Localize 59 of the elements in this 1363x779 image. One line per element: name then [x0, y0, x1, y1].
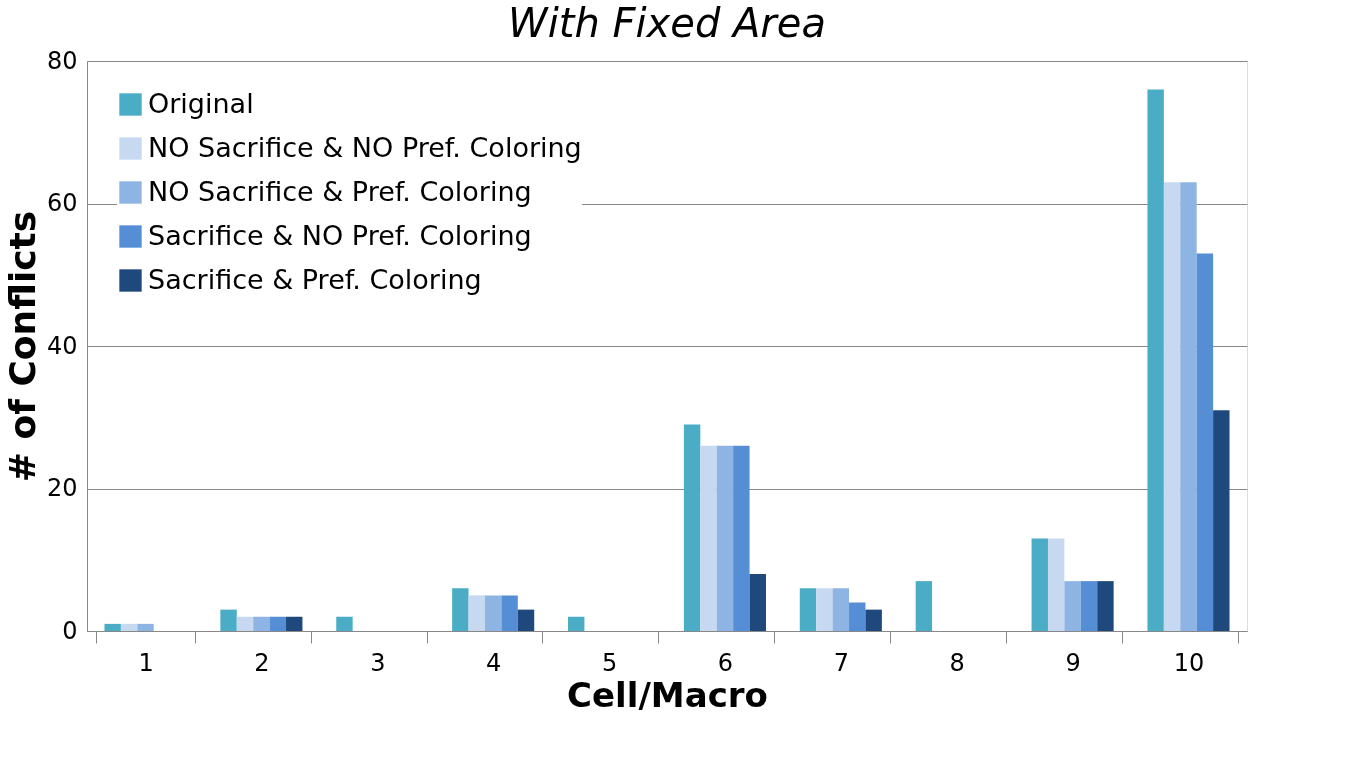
- bar: [1163, 182, 1181, 631]
- bar: [1213, 410, 1230, 631]
- bar: [915, 581, 933, 631]
- legend-label: Original: [148, 87, 254, 119]
- y-tick-label: 20: [46, 474, 78, 502]
- bar: [733, 445, 750, 631]
- bar: [832, 588, 850, 631]
- bar: [799, 588, 817, 631]
- bar: [1097, 581, 1114, 631]
- y-tick-label: 80: [46, 46, 78, 75]
- bar: [1147, 89, 1164, 631]
- bar: [1031, 538, 1048, 631]
- x-tick-label: 2: [254, 648, 270, 677]
- bar: [104, 623, 121, 631]
- bar: [716, 445, 734, 631]
- bar: [484, 595, 502, 631]
- bar: [501, 595, 518, 631]
- chart-title: With Fixed Area: [508, 0, 826, 46]
- y-tick-label: 60: [46, 189, 78, 217]
- bar: [1196, 253, 1214, 631]
- bar: [816, 588, 833, 631]
- bar: [1180, 182, 1197, 631]
- y-tick-label: 0: [62, 616, 78, 645]
- bar: [336, 616, 353, 631]
- legend-label: Sacrifice & NO Pref. Coloring: [148, 219, 532, 251]
- bar: [865, 609, 882, 631]
- bar: [452, 588, 469, 631]
- bar: [849, 602, 866, 631]
- bar: [749, 574, 766, 631]
- legend-label: Sacrifice & Pref. Coloring: [148, 263, 482, 295]
- x-tick-label: 8: [949, 648, 965, 677]
- y-axis-title: # of Conflicts: [1, 210, 43, 483]
- bar: [517, 609, 535, 631]
- bar: [120, 623, 138, 631]
- bar: [568, 616, 585, 631]
- bar: [236, 616, 254, 631]
- bar: [1064, 581, 1081, 631]
- x-tick-label: 3: [370, 648, 386, 677]
- y-tick-label: 40: [46, 331, 78, 360]
- bar: [683, 424, 701, 631]
- bar: [1080, 581, 1098, 631]
- legend-label: NO Sacrifice & NO Pref. Coloring: [148, 131, 582, 163]
- bar: [286, 616, 303, 631]
- bar: [468, 595, 485, 631]
- bar: [253, 616, 270, 631]
- bar: [220, 609, 237, 631]
- x-tick-label: 10: [1173, 648, 1205, 677]
- legend-label: NO Sacrifice & Pref. Coloring: [148, 175, 532, 207]
- x-tick-label: 4: [486, 648, 502, 677]
- x-tick-label: 5: [601, 648, 618, 677]
- bar: [1047, 538, 1065, 631]
- x-tick-label: 1: [138, 648, 154, 677]
- bar: [137, 623, 154, 631]
- x-tick-label: 9: [1065, 648, 1081, 677]
- x-tick-label: 6: [717, 648, 734, 677]
- x-tick-label: 7: [833, 648, 849, 677]
- bar: [269, 616, 287, 631]
- x-axis-title: Cell/Macro: [567, 674, 768, 715]
- bar: [700, 445, 717, 631]
